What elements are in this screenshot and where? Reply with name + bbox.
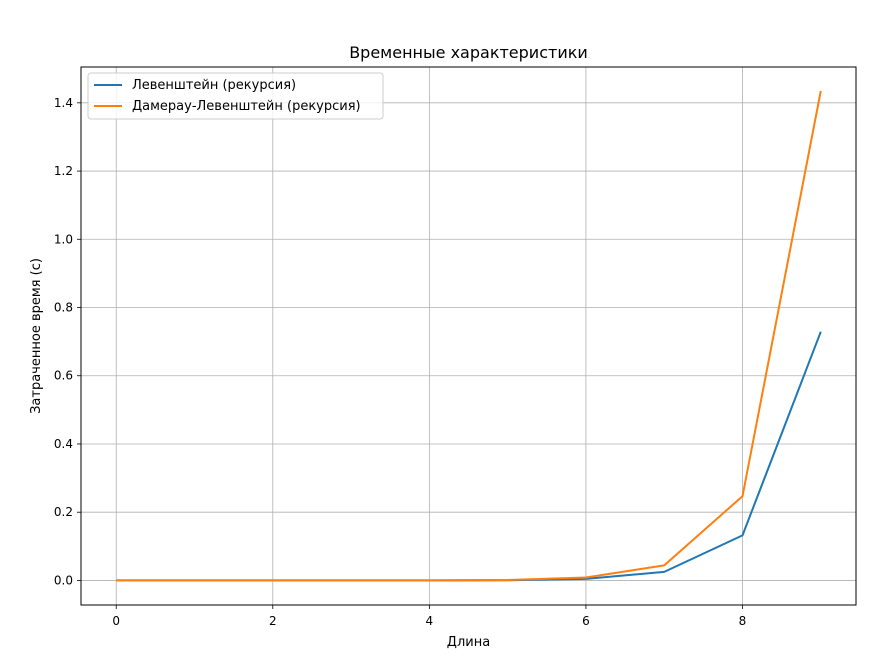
y-tick-label: 0.8 [54, 301, 73, 315]
y-tick-label: 1.4 [54, 96, 73, 110]
legend-label-damerau-levenshtein: Дамерау-Левенштейн (рекурсия) [132, 99, 361, 114]
x-tick-label: 6 [582, 614, 590, 628]
series-lines [116, 90, 822, 582]
legend-label-levenshtein: Левенштейн (рекурсия) [132, 78, 296, 93]
x-tick-label: 2 [269, 614, 277, 628]
y-axis-ticks: 0.0 0.2 0.4 0.6 0.8 1.0 1.2 1.4 [54, 96, 81, 587]
x-axis-label: Длина [447, 635, 490, 650]
x-tick-label: 4 [426, 614, 434, 628]
legend-box [87, 72, 384, 120]
y-tick-label: 1.0 [54, 232, 73, 246]
series-line-1 [116, 90, 822, 582]
y-tick-label: 0.6 [54, 369, 73, 383]
chart-title: Временные характеристики [349, 43, 588, 62]
x-tick-label: 0 [112, 614, 120, 628]
x-axis-ticks: 0 2 4 6 8 [112, 605, 746, 628]
y-axis-label: Затраченное время (с) [29, 258, 44, 414]
y-tick-label: 0.2 [54, 505, 73, 519]
legend: Левенштейн (рекурсия) Дамерау-Левенштейн… [87, 72, 384, 120]
y-tick-label: 0.4 [54, 437, 73, 451]
plot-frame [80, 66, 857, 606]
y-tick-label: 1.2 [54, 164, 73, 178]
grid [81, 67, 856, 605]
y-tick-label: 0.0 [54, 573, 73, 587]
x-tick-label: 8 [739, 614, 747, 628]
